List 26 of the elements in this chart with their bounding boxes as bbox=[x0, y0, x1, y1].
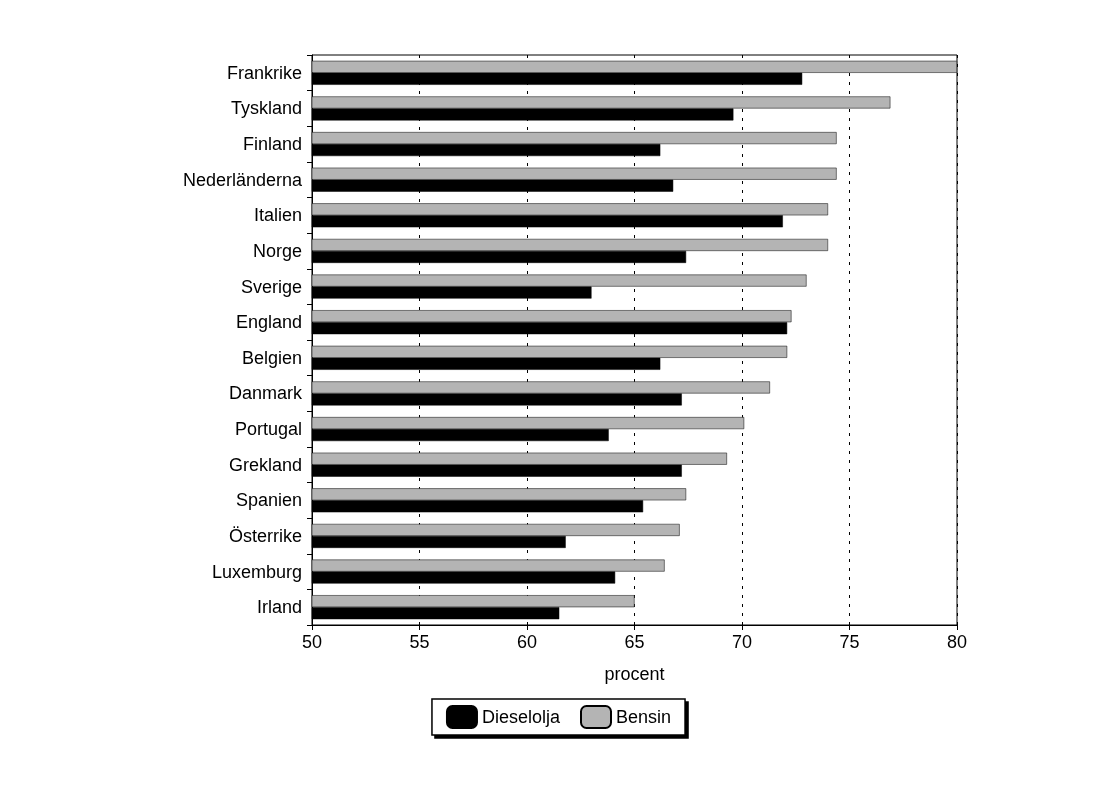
y-tick-label: Italien bbox=[253, 205, 302, 226]
y-tick-label: Österrike bbox=[228, 525, 302, 546]
y-tick-label: Nederländerna bbox=[182, 169, 303, 190]
y-tick-label: Portugal bbox=[234, 419, 302, 440]
y-tick-label: England bbox=[235, 312, 302, 333]
y-tick-label: Tyskland bbox=[230, 98, 302, 119]
x-tick-label: 80 bbox=[946, 632, 968, 652]
y-tick-label: Luxemburg bbox=[211, 561, 302, 582]
y-tick-label: Frankrike bbox=[226, 62, 302, 83]
y-tick-label: Sverige bbox=[240, 276, 302, 297]
y-tick-label: Danmark bbox=[228, 383, 303, 404]
y-tick-label: Grekland bbox=[228, 454, 302, 475]
legend-label: Bensin bbox=[616, 707, 672, 727]
x-tick-label: 60 bbox=[516, 632, 538, 652]
y-tick-label: Spanien bbox=[235, 490, 302, 511]
x-tick-label: 70 bbox=[731, 632, 753, 652]
y-tick-label: Finland bbox=[242, 134, 302, 155]
x-tick-label: 65 bbox=[624, 632, 645, 652]
x-axis-title: procent bbox=[604, 664, 665, 684]
x-tick-label: 75 bbox=[839, 632, 860, 652]
y-tick-label: Belgien bbox=[241, 347, 302, 368]
x-tick-label: 50 bbox=[301, 632, 323, 652]
legend-label: Dieselolja bbox=[481, 707, 561, 727]
y-tick-label: Norge bbox=[252, 240, 302, 261]
x-tick-label: 55 bbox=[409, 632, 430, 652]
y-tick-label: Irland bbox=[256, 597, 302, 618]
